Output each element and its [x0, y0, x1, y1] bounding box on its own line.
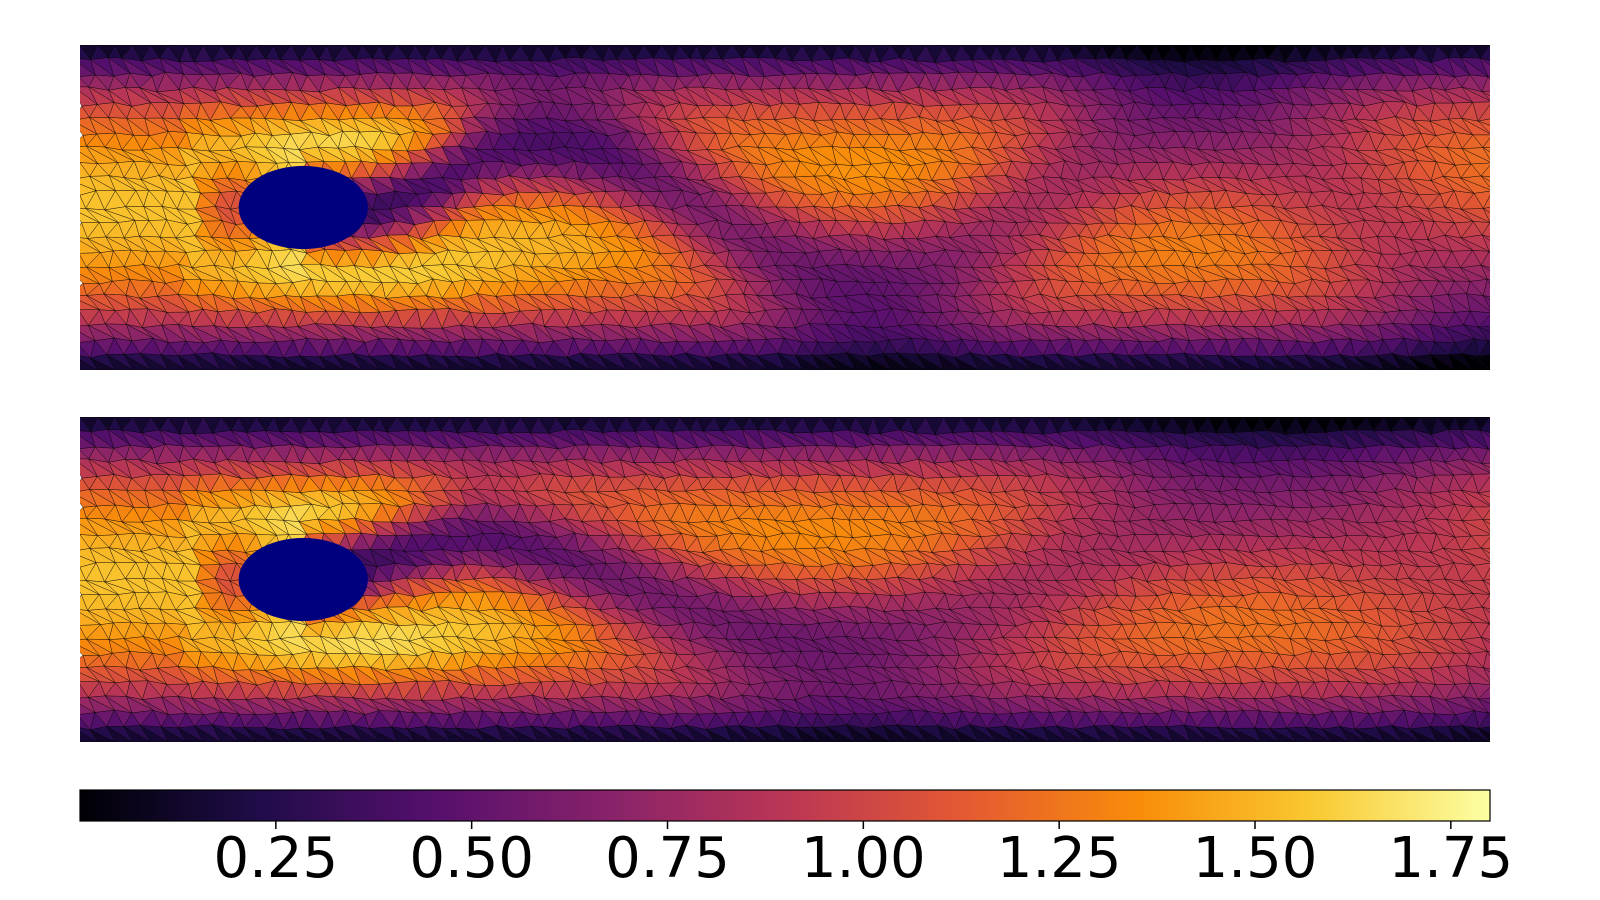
- mesh-cell: [1492, 102, 1505, 118]
- mesh-cell: [1480, 250, 1490, 268]
- mesh-cell: [1482, 207, 1490, 223]
- mesh-cell: [1482, 234, 1490, 241]
- mesh-cell: [1489, 45, 1490, 46]
- mesh-cell: [1482, 206, 1490, 213]
- mesh-cell: [1478, 728, 1490, 742]
- mesh-cell: [1481, 234, 1490, 252]
- mesh-cell: [1477, 686, 1490, 700]
- mesh-cell: [1478, 340, 1490, 357]
- mesh-cell: [1480, 164, 1490, 177]
- mesh-cell: [1479, 57, 1490, 77]
- mesh-cell: [1492, 680, 1504, 697]
- mesh-cell: [1487, 712, 1490, 716]
- mesh-cell: [1493, 191, 1507, 206]
- mesh-cell: [1477, 326, 1490, 342]
- mesh-cell: [1480, 175, 1490, 188]
- mesh-cell: [1477, 698, 1490, 714]
- mesh-cell: [1488, 250, 1490, 254]
- mesh-cell: [1482, 137, 1490, 148]
- mesh-cell: [1486, 650, 1490, 657]
- mesh-cell: [1487, 340, 1490, 344]
- velocity-field-panel-top: [80, 45, 1508, 370]
- mesh-cell: [1478, 356, 1490, 370]
- mesh-cell: [1478, 712, 1490, 729]
- velocity-field-panel-bottom: [80, 417, 1504, 742]
- mesh-cell: [1486, 278, 1490, 285]
- obstacle-cylinder: [238, 165, 368, 250]
- mesh-cell: [1492, 132, 1508, 148]
- mesh-cell: [1482, 278, 1490, 297]
- mesh-cell: [1477, 314, 1490, 328]
- mesh-cell: [1483, 295, 1490, 300]
- mesh-cell: [1482, 195, 1490, 209]
- mesh-cell: [1492, 161, 1506, 177]
- mesh-cell: [1487, 76, 1490, 80]
- mesh-cell: [1481, 91, 1490, 101]
- mesh-cell: [1488, 622, 1490, 626]
- mesh-cell: [1477, 120, 1490, 134]
- mesh-cell: [1482, 147, 1490, 160]
- mesh-cell: [1482, 147, 1490, 153]
- mesh-cell: [1477, 104, 1490, 122]
- mesh-cell: [1481, 76, 1490, 92]
- mesh-cell: [1492, 308, 1504, 325]
- mesh-cell: [1479, 45, 1490, 61]
- mesh-cell: [1489, 222, 1490, 223]
- mesh-cell: [1480, 264, 1490, 280]
- mesh-cell: [1481, 222, 1490, 238]
